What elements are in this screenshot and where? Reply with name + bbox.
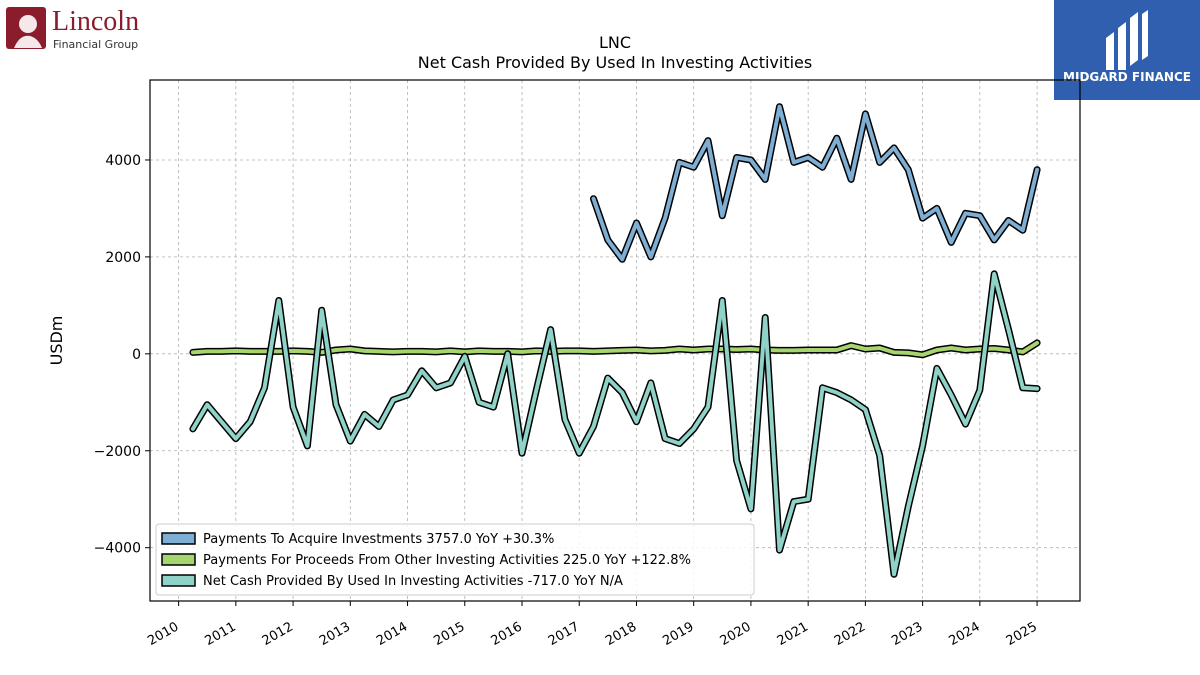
x-tick-label: 2014 bbox=[374, 619, 410, 649]
x-tick-label: 2022 bbox=[832, 619, 868, 649]
grid bbox=[150, 80, 1080, 601]
x-tick-label: 2015 bbox=[431, 619, 467, 649]
chart-subtitle: Net Cash Provided By Used In Investing A… bbox=[418, 53, 812, 72]
plot-frame bbox=[149, 79, 1081, 602]
legend-entry: Payments For Proceeds From Other Investi… bbox=[203, 553, 691, 568]
x-tick-label: 2017 bbox=[546, 619, 582, 649]
legend-swatch bbox=[161, 532, 196, 545]
x-tick-label: 2024 bbox=[946, 619, 982, 649]
lincoln-logo-sub: Financial Group bbox=[53, 38, 138, 51]
y-tick-label: −2000 bbox=[94, 444, 141, 460]
x-tick-label: 2018 bbox=[603, 619, 639, 649]
y-axis-label: USDm bbox=[47, 316, 66, 366]
x-tick-label: 2023 bbox=[889, 619, 925, 649]
midgard-logo-name: MIDGARD FINANCE bbox=[1063, 70, 1191, 84]
legend-entry: Net Cash Provided By Used In Investing A… bbox=[203, 574, 623, 589]
legend: Payments To Acquire Investments 3757.0 Y… bbox=[155, 523, 755, 596]
y-tick-label: 4000 bbox=[105, 153, 141, 169]
x-tick-label: 2019 bbox=[660, 619, 696, 649]
lincoln-logo: Lincoln Financial Group bbox=[6, 6, 139, 51]
x-tick-label: 2020 bbox=[718, 619, 754, 649]
legend-entry: Payments To Acquire Investments 3757.0 Y… bbox=[203, 532, 554, 547]
legend-swatch bbox=[161, 574, 196, 587]
x-tick-label: 2012 bbox=[260, 619, 296, 649]
legend-box bbox=[155, 523, 755, 596]
y-tick-label: 0 bbox=[132, 347, 141, 363]
series-layer bbox=[189, 103, 1041, 578]
midgard-logo: MIDGARD FINANCE bbox=[1054, 0, 1200, 100]
y-tick-label: 2000 bbox=[105, 250, 141, 266]
x-tick-label: 2021 bbox=[775, 619, 811, 649]
series-line-1 bbox=[591, 104, 1040, 262]
lincoln-logo-name: Lincoln bbox=[52, 6, 139, 37]
x-tick-label: 2011 bbox=[202, 619, 238, 649]
midgard-emblem-icon bbox=[1106, 10, 1148, 70]
chart-title: LNC bbox=[599, 33, 631, 52]
x-tick-label: 2016 bbox=[489, 619, 525, 649]
series-line-3 bbox=[190, 271, 1040, 577]
x-tick-label: 2025 bbox=[1004, 619, 1040, 649]
legend-swatch bbox=[161, 553, 196, 566]
x-tick-label: 2010 bbox=[145, 619, 181, 649]
y-tick-label: −4000 bbox=[94, 541, 141, 557]
x-tick-label: 2013 bbox=[317, 619, 353, 649]
series-line-2 bbox=[190, 340, 1040, 357]
